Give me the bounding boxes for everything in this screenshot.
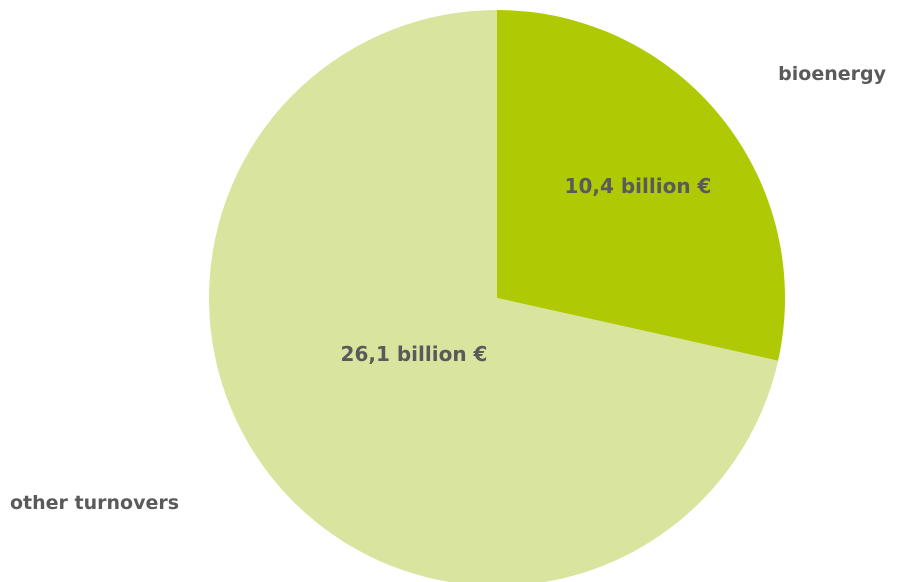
category-label-other-turnovers: other turnovers	[10, 492, 179, 514]
category-label-bioenergy: bioenergy	[778, 63, 886, 85]
pie-slice-bioenergy	[497, 10, 785, 361]
slice-value-label-bioenergy: 10,4 billion €	[565, 174, 712, 198]
pie-slices	[209, 10, 785, 582]
slice-value-label-other-turnovers: 26,1 billion €	[341, 342, 488, 366]
pie-slice-other-turnovers	[209, 10, 779, 582]
